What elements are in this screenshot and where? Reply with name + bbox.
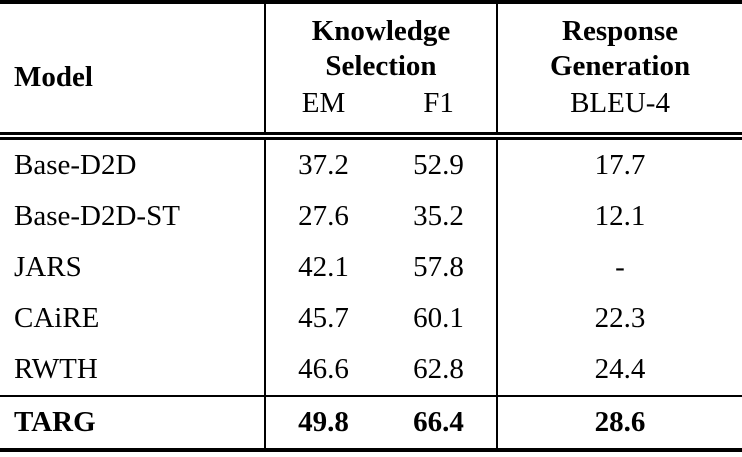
group-header-row: Model Knowledge Selection Response Gener… <box>0 2 742 140</box>
f1-cell: 62.8 <box>381 343 499 396</box>
f1-cell: 52.9 <box>381 135 499 191</box>
model-cell: TARG <box>0 394 266 450</box>
f1-cell: 35.2 <box>381 190 499 242</box>
bleu-cell: - <box>615 250 625 283</box>
col-header-bleu4: BLEU-4 <box>497 84 742 140</box>
model-cell: Base-D2D-ST <box>0 190 266 242</box>
bleu-cell: 12.1 <box>594 199 646 232</box>
bleu-cell: 28.6 <box>497 394 742 450</box>
em-cell: 42.1 <box>298 250 349 283</box>
em-cell: 46.6 <box>298 352 349 385</box>
col-header-model: Model <box>0 2 266 140</box>
f1-cell: 57.8 <box>381 241 499 293</box>
em-cell: 49.8 <box>265 394 381 450</box>
model-cell: Base-D2D <box>0 135 266 191</box>
col-group-knowledge-selection: Knowledge Selection <box>265 2 499 85</box>
table-row: Base-D2D-ST 27.6 35.2 12.1 <box>0 190 742 242</box>
em-cell: 37.2 <box>298 148 349 181</box>
em-cell: 45.7 <box>298 301 349 334</box>
bleu-cell: 22.3 <box>594 301 646 334</box>
model-cell: JARS <box>0 241 266 293</box>
bleu-cell: 17.7 <box>594 148 646 181</box>
highlight-row: TARG 49.8 66.4 28.6 <box>0 394 742 450</box>
table-row: CAiRE 45.7 60.1 22.3 <box>0 292 742 344</box>
table-body: Base-D2D 37.2 52.9 17.7 Base-D2D-ST 27.6… <box>0 135 742 450</box>
f1-cell: 60.1 <box>381 292 499 344</box>
f1-cell: 66.4 <box>381 394 499 450</box>
sub-header-row: EM F1 BLEU-4 <box>0 84 742 140</box>
bleu-cell: 24.4 <box>594 352 646 385</box>
col-header-f1: F1 <box>381 84 499 140</box>
col-header-em: EM <box>265 84 381 140</box>
table-header: Model Knowledge Selection Response Gener… <box>0 2 742 140</box>
table-row: JARS 42.1 57.8 - <box>0 241 742 293</box>
table-row: RWTH 46.6 62.8 24.4 <box>0 343 742 396</box>
model-cell: RWTH <box>0 343 266 396</box>
em-cell: 27.6 <box>298 199 349 232</box>
model-cell: CAiRE <box>0 292 266 344</box>
table-row: Base-D2D 37.2 52.9 17.7 <box>0 135 742 191</box>
col-group-response-generation: Response Generation <box>549 15 691 83</box>
